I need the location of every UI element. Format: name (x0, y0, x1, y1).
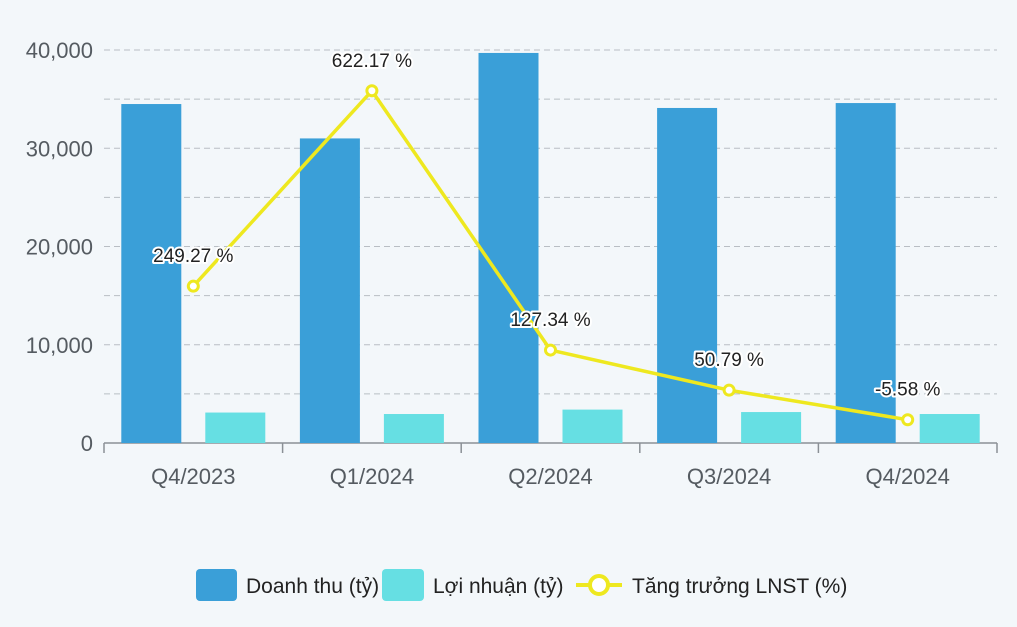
x-tick-label: Q4/2024 (865, 464, 949, 489)
y-tick-label: 0 (81, 431, 93, 456)
legend-label-revenue: Doanh thu (tỷ) (246, 575, 379, 598)
bars (121, 52, 980, 444)
revenue-bar[interactable] (835, 103, 896, 444)
legend-item-revenue[interactable]: Doanh thu (tỷ) (196, 569, 379, 601)
legend: Doanh thu (tỷ) Lợi nhuận (tỷ) Tăng trưởn… (196, 569, 847, 601)
revenue-bar[interactable] (299, 138, 360, 444)
growth-data-label: -5.58 % (875, 380, 941, 401)
profit-bar[interactable] (383, 414, 444, 443)
revenue-bar[interactable] (657, 107, 718, 443)
growth-point[interactable] (544, 343, 557, 357)
legend-label-profit: Lợi nhuận (tỷ) (433, 575, 564, 598)
legend-marker-growth (588, 574, 610, 596)
data-labels: 249.27 % 622.17 % 127.34 % 50.79 % -5.58 % (151, 49, 942, 403)
legend-swatch-profit (382, 569, 424, 601)
profit-bar[interactable] (562, 409, 623, 443)
x-tick-label: Q1/2024 (330, 464, 414, 489)
profit-bar[interactable] (741, 412, 802, 443)
y-tick-label: 20,000 (26, 235, 93, 260)
growth-data-label: 127.34 % (510, 310, 590, 331)
growth-point[interactable] (901, 413, 915, 427)
revenue-bar[interactable] (121, 104, 182, 443)
growth-data-label: 249.27 % (153, 246, 233, 267)
legend-item-profit[interactable]: Lợi nhuận (tỷ) (382, 569, 564, 601)
growth-line (186, 84, 915, 427)
axes: 0 10,000 20,000 30,000 40,000 Q4/2023 Q1/2024 Q… (26, 38, 998, 489)
growth-data-label: 50.79 % (694, 350, 764, 371)
revenue-bar[interactable] (478, 52, 539, 443)
x-tick-label: Q4/2023 (151, 464, 235, 489)
growth-data-label: 622.17 % (332, 51, 412, 72)
growth-point[interactable] (186, 279, 200, 293)
legend-label-growth: Tăng trưởng LNST (%) (632, 575, 847, 598)
profit-bar[interactable] (919, 414, 980, 443)
y-tick-label: 40,000 (26, 38, 93, 63)
legend-swatch-revenue (196, 569, 237, 601)
growth-point[interactable] (722, 383, 736, 397)
x-tick-label: Q2/2024 (508, 464, 592, 489)
y-tick-label: 10,000 (26, 333, 93, 358)
x-tick-label: Q3/2024 (687, 464, 771, 489)
legend-item-growth[interactable]: Tăng trưởng LNST (%) (576, 574, 847, 598)
growth-point[interactable] (365, 84, 379, 98)
profit-bar[interactable] (205, 412, 266, 443)
y-tick-label: 30,000 (26, 136, 93, 161)
